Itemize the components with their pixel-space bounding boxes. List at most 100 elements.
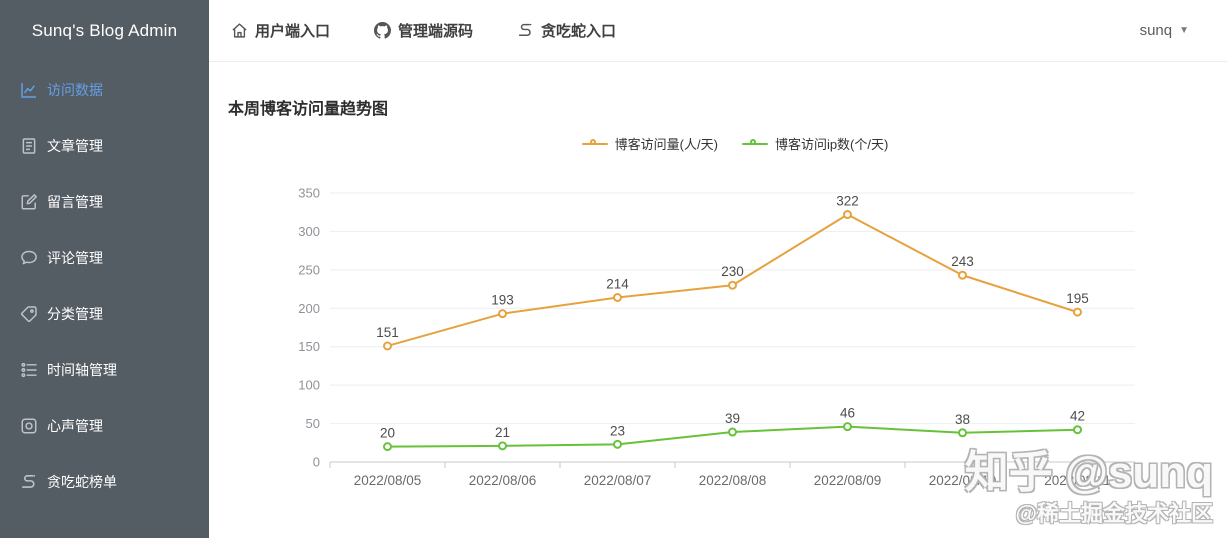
sidebar-item-label: 留言管理 (47, 194, 103, 210)
chart-series-0: 151 193 214 230 322 243 195 (376, 194, 1089, 351)
chart-legend: 博客访问量(人/天) 博客访问ip数(个/天) (209, 134, 1227, 153)
topbar-link-user-portal[interactable]: 用户端入口 (231, 20, 330, 41)
topbar-link-label: 贪吃蛇入口 (541, 23, 617, 40)
series-line (386, 213, 1079, 347)
legend-marker (741, 138, 768, 149)
point-label: 151 (376, 325, 399, 340)
sidebar-item-comment-manage[interactable]: 评论管理 (0, 230, 209, 286)
snake-icon (20, 473, 38, 491)
data-point[interactable] (958, 270, 967, 280)
snake-icon (517, 22, 534, 39)
github-icon (374, 22, 392, 39)
data-point[interactable] (498, 309, 507, 319)
x-axis-label: 2022/08/08 (699, 473, 767, 488)
topbar-link-label: 管理端源码 (398, 23, 474, 40)
sidebar: Sunq's Blog Admin 访问数据文章管理留言管理评论管理分类管理时间… (0, 0, 209, 538)
sidebar-title: Sunq's Blog Admin (31, 21, 178, 40)
point-label: 46 (840, 406, 855, 421)
sidebar-item-label: 文章管理 (47, 138, 103, 154)
x-axis-label: 2022/08/10 (929, 473, 997, 488)
sidebar-item-label: 访问数据 (47, 82, 103, 98)
point-label: 42 (1070, 409, 1085, 424)
data-point[interactable] (728, 427, 737, 437)
x-axis-label: 2022/08/07 (584, 473, 652, 488)
sidebar-item-voice-manage[interactable]: 心声管理 (0, 398, 209, 454)
y-axis-label: 100 (298, 378, 320, 393)
point-label: 243 (951, 254, 974, 269)
point-label: 193 (491, 293, 514, 308)
timeline-icon (20, 361, 38, 379)
data-point[interactable] (613, 293, 622, 303)
point-label: 195 (1066, 291, 1089, 306)
line-chart-icon (20, 81, 38, 99)
y-axis-label: 200 (298, 301, 320, 316)
user-dropdown[interactable]: sunq ▼ (1140, 22, 1189, 39)
sidebar-item-visit-data[interactable]: 访问数据 (0, 62, 209, 118)
point-label: 322 (836, 194, 859, 209)
sidebar-item-category-manage[interactable]: 分类管理 (0, 286, 209, 342)
legend-marker-dot (589, 138, 596, 145)
caret-down-icon: ▼ (1179, 24, 1189, 36)
username: sunq (1139, 22, 1173, 39)
sidebar-item-label: 心声管理 (47, 418, 103, 434)
data-point[interactable] (843, 422, 852, 432)
chart-svg: 0 50 100 150 200 250 300 350 2022/08/05 2022/08/0… (298, 186, 1136, 488)
data-point[interactable] (498, 441, 507, 451)
data-point[interactable] (383, 341, 392, 351)
main-content: 本周博客访问量趋势图 博客访问量(人/天) 博客访问ip数(个/天) 0 50 100… (209, 62, 1227, 538)
point-label: 20 (380, 426, 395, 441)
topbar-link-snake-entry[interactable]: 贪吃蛇入口 (517, 20, 616, 41)
y-axis-label: 350 (298, 186, 320, 201)
topbar-link-admin-source[interactable]: 管理端源码 (374, 20, 473, 41)
tag-icon (20, 305, 38, 323)
point-label: 230 (721, 264, 744, 279)
legend-marker (581, 138, 608, 149)
x-axis-label: 2022/08/06 (469, 473, 537, 488)
legend-item-0[interactable]: 博客访问量(人/天) (581, 134, 718, 153)
data-point[interactable] (1073, 425, 1082, 435)
y-axis-label: 50 (306, 416, 320, 431)
data-point[interactable] (728, 280, 737, 290)
sidebar-item-label: 贪吃蛇榜单 (47, 474, 117, 490)
sidebar-menu: 访问数据文章管理留言管理评论管理分类管理时间轴管理心声管理贪吃蛇榜单 (0, 62, 209, 510)
data-point[interactable] (958, 428, 967, 438)
topbar-link-label: 用户端入口 (255, 23, 331, 40)
y-axis-label: 150 (298, 339, 320, 354)
y-axis-label: 0 (313, 455, 320, 470)
page-title: 本周博客访问量趋势图 (228, 101, 389, 118)
y-axis-label: 300 (298, 224, 320, 239)
point-label: 21 (495, 425, 510, 440)
sidebar-item-label: 评论管理 (47, 250, 103, 266)
sidebar-item-label: 分类管理 (47, 306, 103, 322)
point-label: 23 (610, 423, 625, 438)
sidebar-item-article-manage[interactable]: 文章管理 (0, 118, 209, 174)
x-axis-label: 2022/08/09 (814, 473, 882, 488)
sidebar-item-message-manage[interactable]: 留言管理 (0, 174, 209, 230)
sidebar-item-timeline-manage[interactable]: 时间轴管理 (0, 342, 209, 398)
legend-item-1[interactable]: 博客访问ip数(个/天) (741, 134, 889, 153)
document-icon (20, 137, 38, 155)
data-point[interactable] (1073, 307, 1082, 317)
chart-series-1: 20 21 23 39 46 38 42 (380, 406, 1085, 452)
legend-label: 博客访问量(人/天) (614, 137, 718, 152)
y-axis-label: 250 (298, 262, 320, 277)
edit-icon (20, 193, 38, 211)
legend-marker-dot (749, 138, 756, 145)
point-label: 214 (606, 277, 629, 292)
comment-icon (20, 249, 38, 267)
point-label: 39 (725, 411, 740, 426)
data-point[interactable] (843, 210, 852, 220)
right-panel: 用户端入口 管理端源码 贪吃蛇入口 sunq ▼ 本周博客访问量趋势图 博客访问量(… (209, 0, 1227, 538)
voice-icon (20, 417, 38, 435)
topbar-links: 用户端入口 管理端源码 贪吃蛇入口 (231, 20, 616, 41)
sidebar-item-label: 时间轴管理 (47, 362, 117, 378)
sidebar-item-snake-rank[interactable]: 贪吃蛇榜单 (0, 454, 209, 510)
legend-label: 博客访问ip数(个/天) (774, 137, 889, 152)
home-icon (231, 22, 248, 39)
data-point[interactable] (383, 442, 392, 452)
x-axis-label: 2022/08/11 (1044, 473, 1111, 488)
trend-chart: 0 50 100 150 200 250 300 350 2022/08/05 2022/08/0… (209, 62, 1227, 538)
data-point[interactable] (613, 439, 622, 449)
x-axis-label: 2022/08/05 (354, 473, 422, 488)
